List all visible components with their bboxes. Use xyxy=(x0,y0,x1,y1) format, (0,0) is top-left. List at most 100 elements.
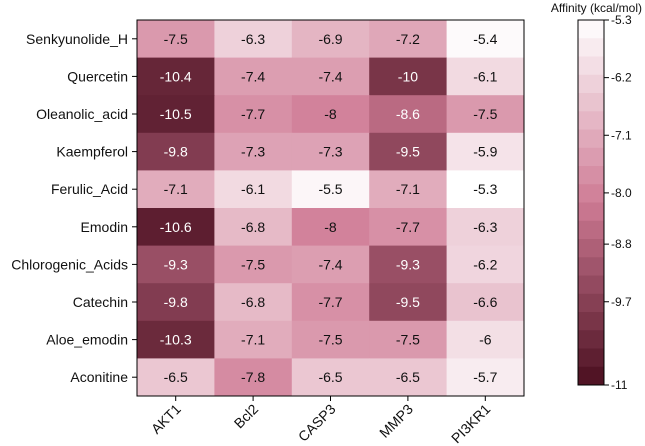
heatmap-cell xyxy=(369,320,448,359)
cell-value-label: -7.4 xyxy=(318,256,342,272)
cell-value-label: -6.2 xyxy=(473,256,497,272)
cell-value-label: -7.8 xyxy=(241,369,265,385)
row-label: Senkyunolide_H xyxy=(26,31,128,47)
heatmap-cell xyxy=(291,208,370,247)
colorbar-step xyxy=(578,239,604,258)
cell-value-label: -10.3 xyxy=(160,332,192,348)
heatmap-cell xyxy=(137,245,215,284)
cell-value-label: -8 xyxy=(324,106,337,122)
colorbar-step xyxy=(578,56,604,76)
heatmap-cell xyxy=(369,283,448,322)
column-labels: AKT1 Bcl2 CASP3 MMP3 PI3KR1 xyxy=(148,396,494,446)
cell-value-label: -9.5 xyxy=(396,294,420,310)
cell-value-label: -5.7 xyxy=(473,369,497,385)
cell-value-label: -6.5 xyxy=(396,369,420,385)
row-label: Kaempferol xyxy=(56,144,128,160)
cell-value-label: -8.6 xyxy=(396,106,420,122)
row-label: Aconitine xyxy=(70,369,128,385)
column-label: CASP3 xyxy=(295,401,339,445)
heatmap-cell xyxy=(291,20,370,59)
heatmap-cell xyxy=(369,245,448,284)
colorbar-step xyxy=(578,330,604,349)
colorbar-step xyxy=(578,111,604,130)
cell-value-label: -5.3 xyxy=(473,181,497,197)
cell-value-label: -7.1 xyxy=(164,181,188,197)
heatmap-cell xyxy=(369,57,448,96)
heatmap-cell xyxy=(291,95,370,134)
heatmap-cell xyxy=(446,57,525,96)
cell-value-label: -7.5 xyxy=(164,31,188,47)
heatmap-cell xyxy=(446,95,525,134)
heatmap-cell xyxy=(446,245,525,284)
cell-value-label: -9.8 xyxy=(164,144,188,160)
cell-value-label: -6.8 xyxy=(241,294,265,310)
heatmap-cell xyxy=(291,320,370,359)
colorbar-step xyxy=(578,147,604,167)
cell-value-label: -5.9 xyxy=(473,144,497,160)
cell-value-label: -7.4 xyxy=(318,68,342,84)
cell-value-label: -6.3 xyxy=(241,31,265,47)
colorbar-step xyxy=(578,312,604,331)
cell-value-label: -6.9 xyxy=(318,31,342,47)
cell-value-label: -6.1 xyxy=(473,68,497,84)
colorbar-step xyxy=(578,366,604,386)
cell-value-label: -9.3 xyxy=(396,256,420,272)
heatmap-cell xyxy=(446,20,525,59)
heatmap-cell xyxy=(446,358,525,397)
heatmap-cell xyxy=(291,170,370,209)
cell-value-label: -6.5 xyxy=(318,369,342,385)
row-label: Emodin xyxy=(81,219,128,235)
colorbar-step xyxy=(578,166,604,185)
heatmap-cell xyxy=(291,245,370,284)
colorbar-tick-label: -8.0 xyxy=(611,186,632,200)
heatmap-cell xyxy=(214,132,293,171)
colorbar-step xyxy=(578,129,604,149)
cell-value-label: -10 xyxy=(398,68,418,84)
heatmap-cell xyxy=(214,57,293,96)
heatmap-cell xyxy=(137,57,215,96)
colorbar-step xyxy=(578,293,604,313)
cell-value-label: -10.5 xyxy=(160,106,192,122)
colorbar-tick-label: -8.8 xyxy=(611,237,632,251)
heatmap-cell xyxy=(369,20,448,59)
heatmap-cell xyxy=(369,170,448,209)
heatmap-cell xyxy=(214,283,293,322)
colorbar-step xyxy=(578,257,604,276)
cell-value-label: -7.5 xyxy=(396,332,420,348)
colorbar-title: Affinity (kcal/mol) xyxy=(551,1,642,15)
cell-value-label: -5.4 xyxy=(473,31,497,47)
colorbar-step xyxy=(578,184,604,203)
cell-value-label: -9.8 xyxy=(164,294,188,310)
heatmap-cell xyxy=(369,95,448,134)
heatmap-cell xyxy=(369,208,448,247)
colorbar-step xyxy=(578,220,604,240)
heatmap-cell xyxy=(214,245,293,284)
cell-value-label: -7.4 xyxy=(241,68,265,84)
heatmap-cell xyxy=(214,20,293,59)
column-label: AKT1 xyxy=(148,401,184,437)
colorbar-frame xyxy=(577,19,605,386)
column-label: PI3KR1 xyxy=(448,401,494,446)
row-label: Chlorogenic_Acids xyxy=(11,256,128,272)
cell-value-label: -7.5 xyxy=(473,106,497,122)
colorbar-step xyxy=(578,74,604,94)
colorbar-step xyxy=(578,20,604,39)
cell-value-label: -9.3 xyxy=(164,256,188,272)
heatmap-cell xyxy=(446,170,525,209)
colorbar: -5.3 -6.2 -7.1 -8.0 -8.8 -9.7 -11 Affinity (kca… xyxy=(551,1,642,392)
heatmap-cell xyxy=(137,283,215,322)
heatmap-cell xyxy=(369,132,448,171)
heatmap-cell xyxy=(291,358,370,397)
cell-value-label: -6.6 xyxy=(473,294,497,310)
colorbar-step xyxy=(578,275,604,295)
heatmap-cell xyxy=(446,132,525,171)
cell-value-label: -10.4 xyxy=(160,68,192,84)
cell-value-label: -9.5 xyxy=(396,144,420,160)
heatmap-cell xyxy=(137,320,215,359)
cell-value-label: -7.2 xyxy=(396,31,420,47)
heatmap-cell xyxy=(137,358,215,397)
row-label: Aloe_emodin xyxy=(46,332,128,348)
colorbar-step xyxy=(578,348,604,368)
heatmap-cell xyxy=(137,132,215,171)
